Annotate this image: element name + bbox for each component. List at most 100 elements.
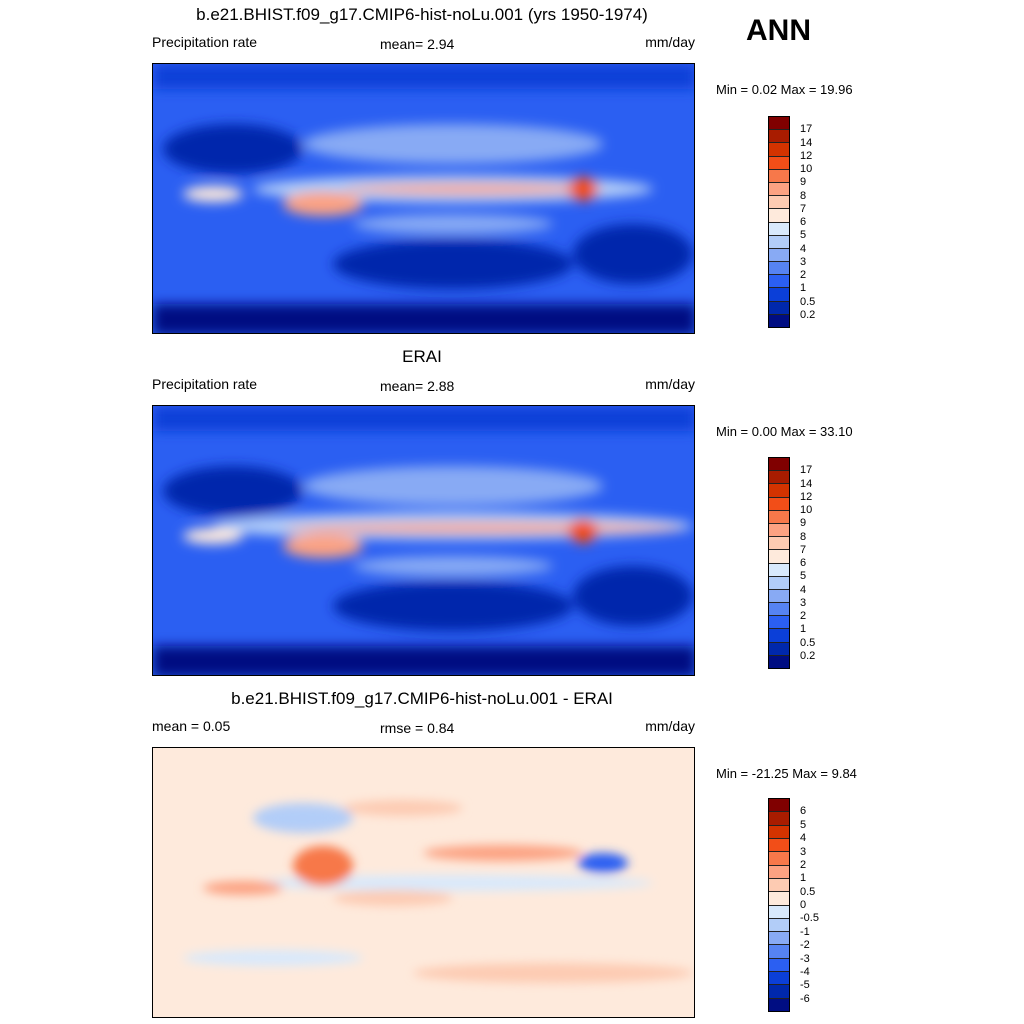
colorbar-tick-label: 4 [800, 832, 807, 845]
colorbar-tick-label: 2 [800, 269, 807, 281]
colorbar-swatch [769, 550, 789, 564]
colorbar-swatch [769, 972, 789, 986]
colorbar-tick-label: 5 [800, 229, 807, 242]
colorbar-tick-label: 8 [800, 189, 807, 202]
colorbar-swatch [769, 169, 789, 183]
colorbar-tick-label: 3 [800, 845, 807, 858]
colorbar-swatch [769, 642, 789, 656]
colorbar-swatch [769, 998, 789, 1011]
colorbar-swatch [769, 799, 789, 813]
colorbar-swatch [769, 484, 789, 498]
units-label: mm/day [645, 376, 695, 392]
colorbar-tick-label: -2 [800, 939, 810, 952]
panel-title: b.e21.BHIST.f09_g17.CMIP6-hist-noLu.001 … [196, 5, 648, 24]
colorbar-tick-label: 17 [800, 123, 813, 136]
colorbar-tick-label: 0 [800, 899, 807, 911]
colorbar-tick-label: 9 [800, 176, 807, 189]
colorbar-swatch [769, 892, 789, 906]
colorbar-swatch [769, 655, 789, 668]
colorbar-swatch [769, 616, 789, 630]
colorbar-swatch [769, 629, 789, 643]
colorbar-swatch [769, 985, 789, 999]
colorbar-swatch [769, 918, 789, 933]
colorbar-tick-label: 5 [800, 570, 807, 583]
panel-title: ERAI [402, 347, 442, 366]
colorbar-swatch [769, 878, 789, 893]
colorbar-swatch [769, 222, 789, 236]
colorbar-swatch [769, 143, 789, 157]
colorbar-swatch [769, 262, 789, 276]
colorbar-swatch [769, 563, 789, 577]
panel-center-label: mean= 2.94 [380, 36, 455, 52]
colorbar-tick-label: 2 [800, 610, 807, 622]
colorbar-tick-label: 4 [800, 583, 807, 596]
colorbar-swatch [769, 156, 789, 170]
colorbar-swatch [769, 812, 789, 826]
colorbar-swatch [769, 497, 789, 511]
colorbar [768, 798, 790, 1012]
colorbar-tick-label: -0.5 [800, 912, 819, 925]
min-max-label: Min = 0.00 Max = 33.10 [716, 424, 853, 439]
colorbar-tick-label: 3 [800, 255, 807, 268]
colorbar-swatch [769, 537, 789, 551]
colorbar-swatch [769, 471, 789, 485]
min-max-label: Min = -21.25 Max = 9.84 [716, 766, 857, 781]
colorbar-tick-label: 14 [800, 136, 813, 149]
colorbar-tick-label: 10 [800, 504, 813, 516]
colorbar-tick-label: 0.2 [800, 649, 816, 662]
colorbar-swatch [769, 603, 789, 617]
colorbar-tick-label: 6 [800, 805, 807, 818]
colorbar-swatch [769, 196, 789, 210]
colorbar-tick-label: 6 [800, 216, 807, 228]
colorbar-tick-label: 12 [800, 149, 813, 162]
colorbar-swatch [769, 275, 789, 289]
colorbar-tick-label: 14 [800, 477, 813, 490]
colorbar-swatch [769, 314, 789, 327]
colorbar-tick-label: 10 [800, 163, 813, 175]
colorbar-tick-label: 9 [800, 517, 807, 530]
map-panel [152, 405, 695, 676]
colorbar [768, 116, 790, 328]
colorbar-tick-label: 12 [800, 490, 813, 503]
colorbar-swatch [769, 523, 789, 538]
colorbar-swatch [769, 958, 789, 973]
colorbar-tick-label: 0.5 [800, 636, 816, 649]
colorbar-swatch [769, 838, 789, 853]
colorbar-swatch [769, 117, 789, 131]
colorbar-tick-label: 1 [800, 872, 807, 885]
colorbar-swatch [769, 209, 789, 223]
colorbar-swatch [769, 852, 789, 866]
colorbar-tick-label: 7 [800, 202, 807, 215]
colorbar-tick-label: 17 [800, 464, 813, 477]
panel-title: b.e21.BHIST.f09_g17.CMIP6-hist-noLu.001 … [231, 689, 613, 708]
map-panel [152, 63, 695, 334]
map-panel [152, 747, 695, 1018]
colorbar-swatch [769, 458, 789, 472]
colorbar-tick-label: 6 [800, 557, 807, 569]
units-label: mm/day [645, 34, 695, 50]
colorbar-tick-label: 8 [800, 530, 807, 543]
colorbar-tick-label: 1 [800, 623, 807, 636]
colorbar-swatch [769, 865, 789, 879]
colorbar-swatch [769, 235, 789, 249]
colorbar-tick-label: -1 [800, 925, 810, 938]
panel-left-label: Precipitation rate [152, 376, 258, 392]
colorbar-tick-label: 1 [800, 282, 807, 295]
panel-left-label: Precipitation rate [152, 34, 258, 50]
colorbar-tick-label: 0.5 [800, 295, 816, 308]
colorbar [768, 457, 790, 669]
panel-center-label: rmse = 0.84 [380, 720, 455, 736]
colorbar-swatch [769, 825, 789, 839]
colorbar-swatch [769, 288, 789, 302]
colorbar-swatch [769, 301, 789, 315]
colorbar-tick-label: 2 [800, 858, 807, 871]
colorbar-tick-label: 5 [800, 818, 807, 831]
colorbar-tick-label: -5 [800, 979, 810, 992]
colorbar-tick-label: 4 [800, 242, 807, 255]
colorbar-tick-label: -4 [800, 965, 810, 978]
colorbar-swatch [769, 945, 789, 959]
colorbar-swatch [769, 182, 789, 197]
colorbar-swatch [769, 905, 789, 919]
colorbar-swatch [769, 932, 789, 946]
